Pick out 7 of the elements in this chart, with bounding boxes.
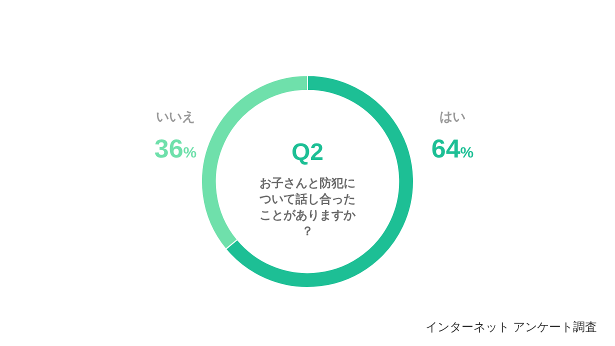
slice-label: いいえ bbox=[156, 109, 195, 124]
text: インターネット アンケート調査 bbox=[426, 319, 597, 336]
data-label: 36% bbox=[154, 134, 197, 164]
text: Q2 bbox=[291, 139, 324, 166]
data-label: 64% bbox=[431, 134, 474, 164]
slice-label: はい bbox=[440, 109, 466, 124]
text: お子さんと防犯について話し合ったことがありますか？ bbox=[258, 176, 356, 238]
